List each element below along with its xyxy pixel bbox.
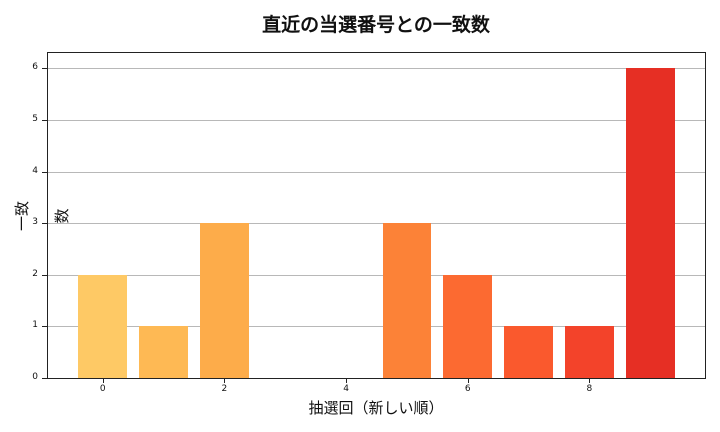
y-tick [42,274,47,276]
y-tick-label: 3 [32,217,38,228]
bar [78,274,128,378]
gridline [48,223,705,225]
y-tick [42,378,47,379]
bar [443,274,493,378]
gridline [48,171,705,173]
y-tick-label: 0 [32,372,38,382]
chart-title: 直近の当選番号との一致数 [262,14,490,36]
y-tick-label: 2 [32,268,38,279]
x-tick [224,379,226,383]
gridline [48,68,705,70]
x-tick [467,379,469,383]
y-tick [42,120,47,122]
x-tick-label: 2 [221,384,228,394]
x-tick [589,379,591,383]
gridline [48,274,705,276]
x-tick [346,379,348,383]
y-tick [42,68,47,70]
y-tick-label: 1 [32,320,38,331]
y-tick [42,223,47,225]
bar [504,326,553,378]
bar [139,326,188,378]
x-tick-label: 8 [586,384,593,394]
y-tick-label: 4 [32,165,38,176]
x-tick-label: 4 [343,384,349,394]
x-tick-label: 6 [464,384,471,394]
gridline [48,120,705,122]
plot-area: 0 1 2 3 4 5 6 0 2 4 6 8 [32,52,706,394]
x-axis-label: 抽選回（新しい順） [308,399,444,417]
bar [200,223,249,378]
y-axis-label: 一致数 [13,201,71,232]
gridline [48,326,705,328]
y-tick-label: 6 [32,62,38,73]
y-tick [42,326,47,328]
bar [625,68,675,378]
bar [565,326,614,378]
bar [382,223,432,378]
x-tick-label: 0 [99,384,106,394]
y-tick-label: 5 [32,114,38,125]
y-tick [42,171,47,173]
x-tick [102,379,104,383]
